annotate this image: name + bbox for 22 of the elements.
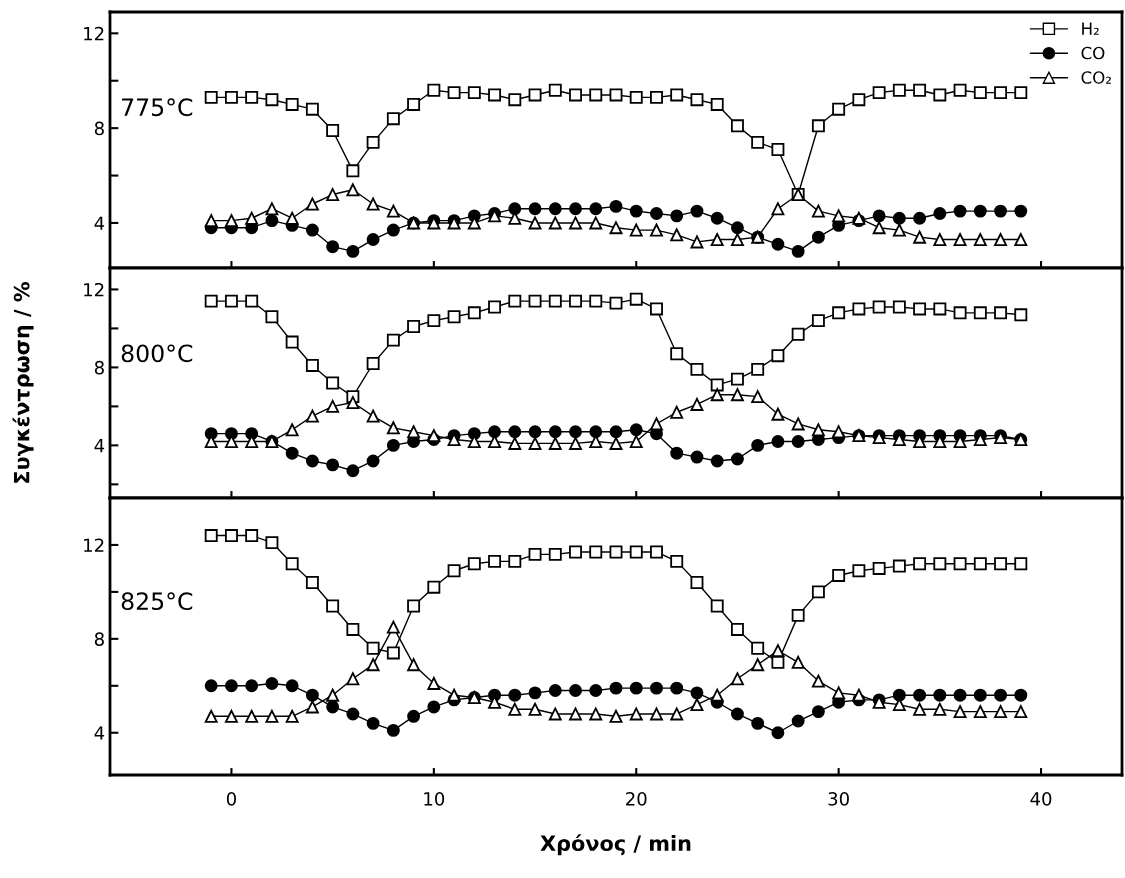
y-tick-label: 12 <box>84 282 104 297</box>
y-tick-label: 8 <box>94 121 104 136</box>
x-tick-label: 10 <box>424 791 445 806</box>
y-tick-label: 4 <box>94 216 105 230</box>
y-tick-label: 12 <box>84 538 104 552</box>
x-axis-title: Χρόνος / min <box>540 834 691 856</box>
y-axis-title: Συγκέντρωση / % <box>12 281 34 483</box>
legend-label: CO₂ <box>1081 71 1111 84</box>
y-tick-label: 4 <box>94 439 105 453</box>
annotation: 825°C <box>121 592 193 611</box>
x-tick-label: 40 <box>1030 791 1052 806</box>
annotation: 775°C <box>122 98 193 117</box>
annotation: 800°C <box>121 344 193 363</box>
x-tick-label: 20 <box>626 791 647 806</box>
y-tick-label: 12 <box>84 26 104 41</box>
legend-label: CO <box>1081 46 1105 60</box>
legend-label: H₂ <box>1082 22 1099 35</box>
y-tick-label: 8 <box>94 360 104 375</box>
x-tick-label: 30 <box>828 791 849 806</box>
y-tick-label: 4 <box>94 726 105 740</box>
y-tick-label: 8 <box>94 632 104 646</box>
x-tick-label: 0 <box>226 791 236 806</box>
